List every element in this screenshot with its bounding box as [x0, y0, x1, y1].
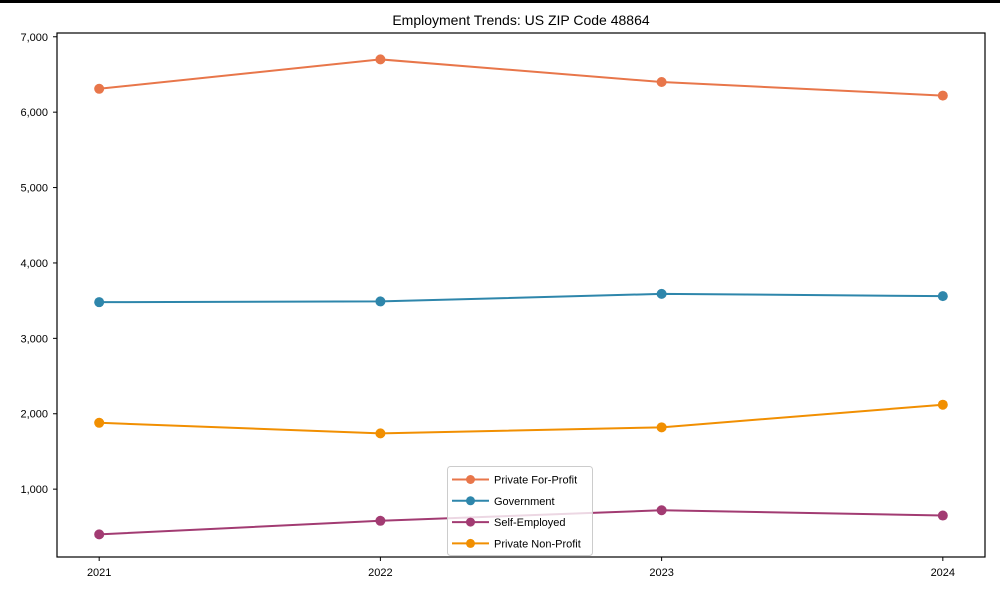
series-marker-private-for-profit [656, 77, 667, 88]
y-tick-label: 5,000 [20, 183, 48, 195]
series-marker-self-employed [937, 510, 948, 521]
legend-label: Private Non-Profit [494, 538, 581, 550]
legend-box [447, 466, 593, 556]
series-marker-government [375, 296, 386, 307]
legend-marker [466, 538, 475, 548]
legend-label: Self-Employed [494, 517, 566, 529]
series-marker-private-non-profit [937, 399, 948, 410]
series-marker-government [94, 297, 105, 308]
series-marker-self-employed [375, 515, 386, 526]
plot-frame [56, 32, 986, 558]
y-tick-label: 3,000 [20, 333, 48, 345]
legend-marker [466, 496, 475, 506]
series-line-private-non-profit [99, 403, 943, 435]
x-tick-label: 2021 [87, 567, 111, 579]
legend: Private For-Profit Government Self-Employe… [447, 466, 593, 556]
series-marker-private-for-profit [94, 83, 105, 94]
window-top-border [0, 0, 1000, 3]
y-tick-label: 6,000 [20, 107, 48, 119]
x-tick-label: 2024 [931, 567, 955, 579]
x-tick-label: 2023 [649, 567, 673, 579]
series-line-government [99, 292, 943, 304]
plot-area: 1,000 2,000 3,000 4,000 5,000 6,000 7,000 2021 2… [20, 32, 986, 579]
series-marker-self-employed [94, 529, 105, 540]
y-tick-label: 4,000 [20, 258, 48, 270]
legend-label: Government [494, 496, 555, 508]
series-marker-government [937, 291, 948, 302]
series-marker-private-for-profit [937, 90, 948, 101]
chart-title: Employment Trends: US ZIP Code 48864 [392, 12, 650, 28]
legend-label: Private For-Profit [494, 475, 577, 487]
series-marker-private-non-profit [656, 422, 667, 433]
y-tick-label: 1,000 [20, 484, 48, 496]
series-marker-government [656, 288, 667, 299]
series-line-private-for-profit [99, 58, 943, 97]
series-marker-private-non-profit [375, 428, 386, 439]
series-marker-private-for-profit [375, 54, 386, 65]
legend-marker [466, 475, 475, 484]
series-marker-self-employed [656, 505, 667, 516]
x-tick-label: 2022 [368, 567, 392, 579]
legend-marker [466, 517, 475, 527]
y-tick-label: 7,000 [20, 32, 48, 44]
series-marker-private-non-profit [94, 417, 105, 428]
y-tick-label: 2,000 [20, 409, 48, 421]
